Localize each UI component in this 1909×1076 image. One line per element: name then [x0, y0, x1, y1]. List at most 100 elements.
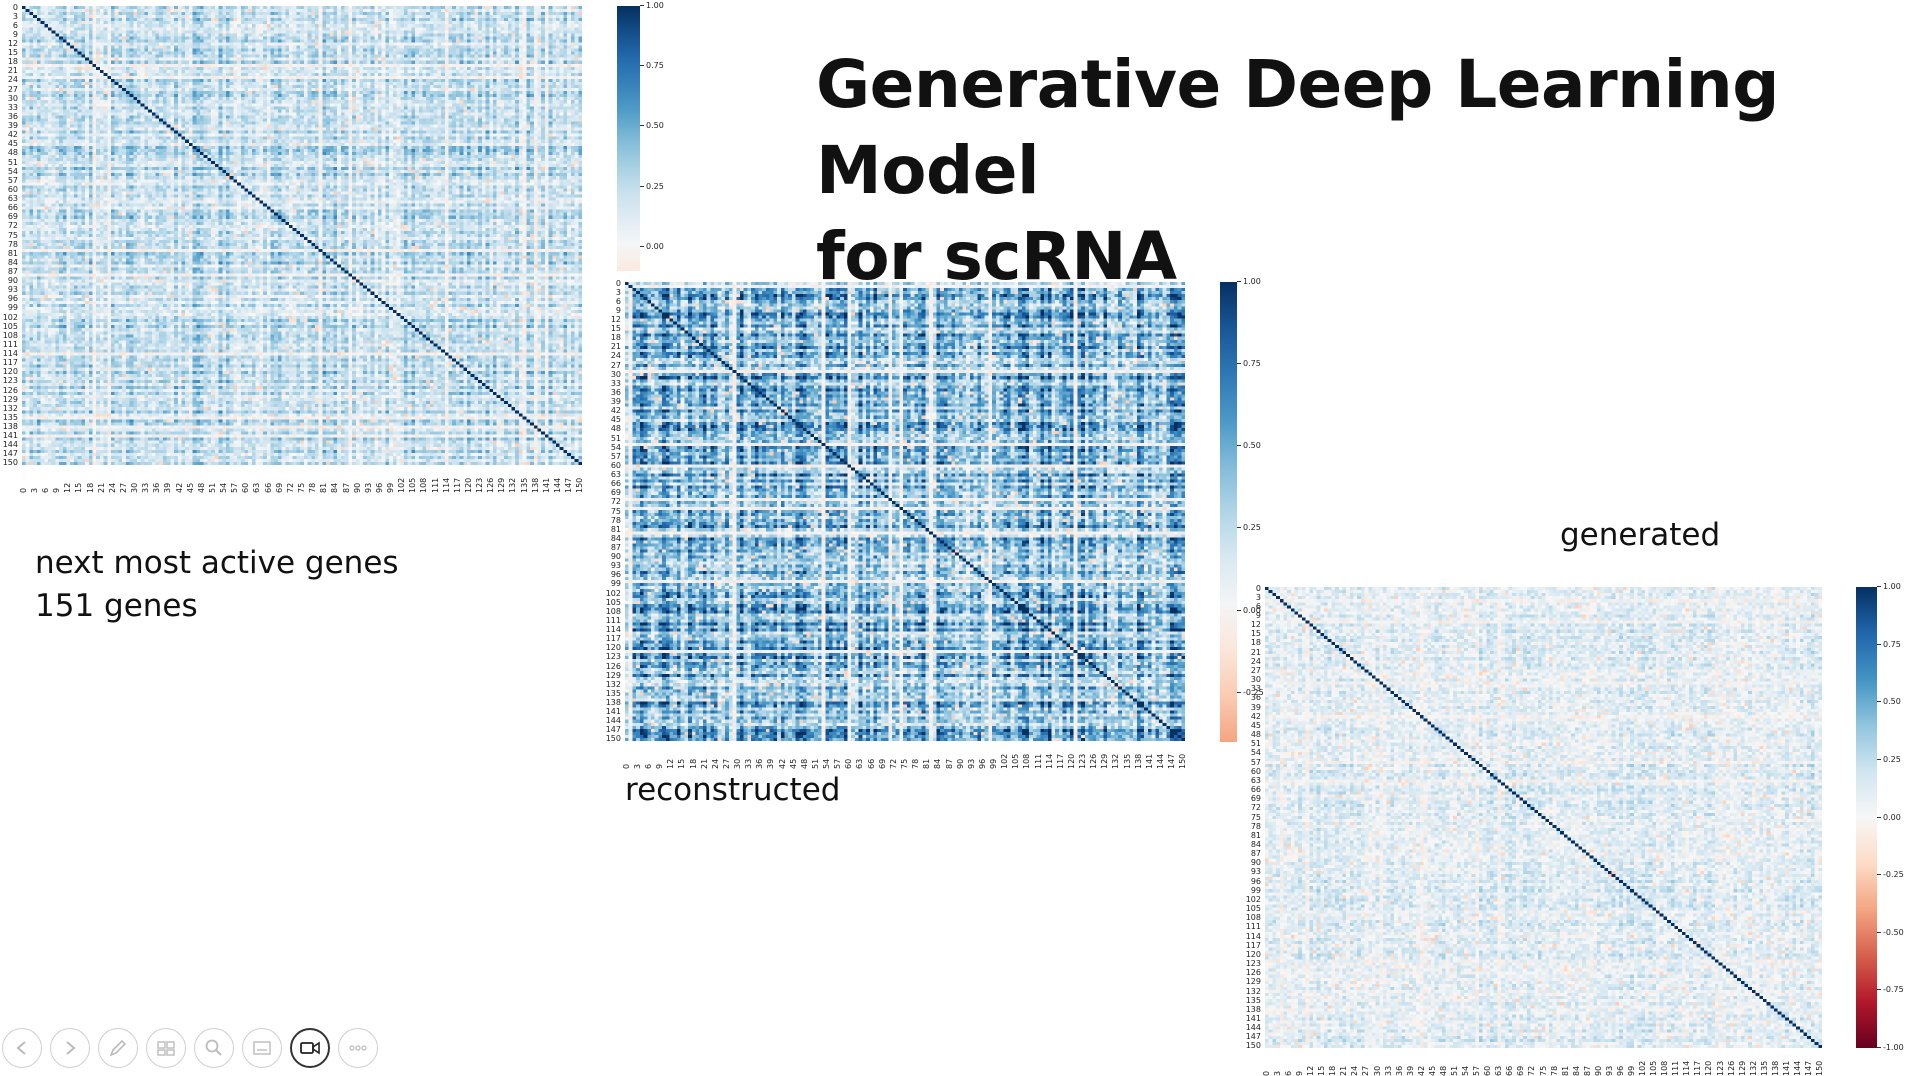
- pen-button[interactable]: [98, 1028, 138, 1068]
- caption-original-line2: 151 genes: [35, 588, 198, 624]
- col-tick-label: 30: [1372, 1065, 1382, 1076]
- row-tick-label: 48: [1250, 730, 1261, 740]
- colorbar-tick-label: 1.00: [640, 2, 664, 10]
- row-tick-label: 117: [605, 634, 621, 644]
- col-tick-label: 36: [1394, 1065, 1404, 1076]
- col-tick-label: 147: [564, 477, 574, 493]
- col-tick-label: 138: [530, 477, 540, 493]
- heatmap-cells: [22, 6, 582, 465]
- row-tick-label: 87: [610, 542, 621, 552]
- zoom-button[interactable]: [194, 1028, 234, 1068]
- row-tick-label: 111: [2, 339, 18, 349]
- subtitles-icon: [253, 1041, 271, 1055]
- more-options-button[interactable]: [338, 1028, 378, 1068]
- col-tick-label: 48: [1438, 1065, 1448, 1076]
- row-tick-label: 3: [1255, 592, 1261, 602]
- col-tick-label: 0: [18, 487, 28, 493]
- row-tick-label: 111: [605, 615, 621, 625]
- col-tick-label: 108: [1022, 753, 1032, 769]
- row-tick-label: 96: [1250, 876, 1261, 886]
- row-tick-label: 42: [7, 130, 18, 140]
- row-tick-label: 6: [1255, 601, 1261, 611]
- row-tick-label: 57: [7, 175, 18, 185]
- row-tick-label: 150: [605, 734, 621, 744]
- row-tick-label: 18: [1250, 638, 1261, 648]
- col-tick-label: 132: [1748, 1060, 1758, 1076]
- row-tick-label: 36: [7, 111, 18, 121]
- row-tick-label: 84: [610, 533, 621, 543]
- row-tick-label: 120: [605, 643, 621, 653]
- row-tick-label: 126: [2, 385, 18, 395]
- col-tick-label: 3: [632, 763, 642, 769]
- row-tick-label: 9: [615, 305, 621, 315]
- colorbar-tick-label: 0.75: [640, 62, 664, 70]
- row-tick-label: 120: [2, 367, 18, 377]
- row-tick-label: 27: [7, 84, 18, 94]
- row-tick-label: 72: [7, 221, 18, 231]
- col-tick-label: 24: [107, 482, 117, 493]
- row-tick-label: 102: [2, 312, 18, 322]
- row-tick-label: 135: [2, 412, 18, 422]
- row-tick-label: 0: [12, 2, 18, 12]
- col-tick-label: 78: [308, 482, 318, 493]
- col-tick-label: 51: [207, 482, 217, 493]
- col-tick-label: 24: [1350, 1065, 1360, 1076]
- col-tick-label: 141: [1781, 1060, 1791, 1076]
- col-tick-label: 129: [1100, 753, 1110, 769]
- row-tick-label: 6: [615, 296, 621, 306]
- row-tick-label: 99: [7, 303, 18, 313]
- row-tick-label: 93: [610, 561, 621, 571]
- see-all-slides-button[interactable]: [146, 1028, 186, 1068]
- camera-button[interactable]: [290, 1028, 330, 1068]
- row-tick-label: 69: [7, 212, 18, 222]
- row-tick-label: 99: [610, 579, 621, 589]
- row-tick-label: 138: [2, 422, 18, 431]
- col-tick-label: 63: [855, 758, 865, 769]
- row-tick-label: 93: [7, 285, 18, 295]
- col-tick-label: 132: [508, 477, 518, 493]
- row-tick-label: 24: [7, 75, 18, 85]
- col-tick-label: 108: [419, 477, 429, 493]
- col-tick-label: 63: [1494, 1065, 1504, 1076]
- col-tick-label: 90: [1593, 1065, 1603, 1076]
- row-tick-label: 48: [610, 424, 621, 434]
- row-tick-label: 63: [610, 470, 621, 480]
- previous-slide-button[interactable]: [2, 1028, 42, 1068]
- row-tick-label: 108: [605, 606, 621, 616]
- heatmap-cells: [625, 282, 1185, 741]
- col-tick-label: 6: [1283, 1070, 1293, 1076]
- col-tick-label: 48: [799, 758, 809, 769]
- row-tick-label: 147: [605, 725, 621, 735]
- row-tick-label: 3: [615, 287, 621, 297]
- row-tick-label: 147: [2, 449, 18, 459]
- col-tick-label: 114: [1044, 753, 1054, 769]
- subtitles-button[interactable]: [242, 1028, 282, 1068]
- row-tick-label: 30: [1250, 675, 1261, 685]
- col-tick-label: 123: [475, 477, 484, 493]
- col-tick-label: 21: [96, 482, 106, 493]
- col-tick-label: 96: [1615, 1065, 1625, 1076]
- row-tick-label: 105: [605, 597, 621, 607]
- row-tick-label: 102: [605, 588, 621, 598]
- row-tick-label: 3: [12, 11, 18, 21]
- row-tick-label: 12: [1250, 620, 1261, 630]
- col-tick-label: 129: [1737, 1060, 1747, 1076]
- row-tick-label: 60: [610, 460, 621, 470]
- col-tick-label: 18: [1328, 1065, 1338, 1076]
- row-tick-label: 132: [1245, 986, 1261, 996]
- col-tick-label: 150: [575, 477, 585, 493]
- row-tick-label: 114: [605, 625, 621, 635]
- col-tick-label: 12: [666, 758, 676, 769]
- row-tick-label: 72: [1250, 803, 1261, 813]
- col-tick-label: 66: [263, 482, 273, 493]
- col-tick-label: 144: [1155, 753, 1165, 769]
- slides-icon: [157, 1041, 175, 1056]
- row-tick-label: 78: [7, 239, 18, 249]
- colorbar-tick-label: -1.00: [1877, 1044, 1904, 1052]
- col-tick-label: 78: [1549, 1065, 1559, 1076]
- col-tick-label: 135: [1122, 753, 1132, 769]
- col-tick-label: 57: [230, 482, 240, 493]
- next-slide-button[interactable]: [50, 1028, 90, 1068]
- col-tick-label: 135: [1759, 1060, 1769, 1076]
- colorbar-tick-label: 0.50: [1877, 698, 1901, 706]
